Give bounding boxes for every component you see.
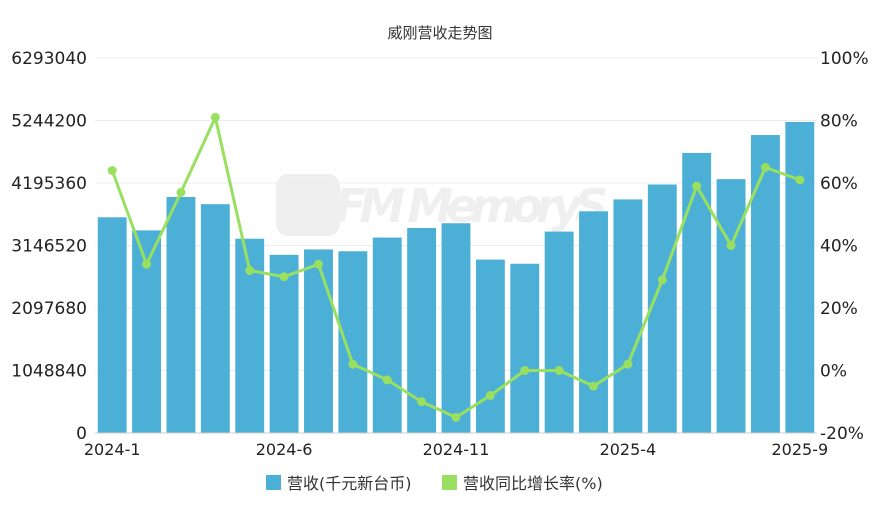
growth-point-2025-2 xyxy=(554,366,564,375)
y-left-tick-label: 1048840 xyxy=(11,362,87,382)
growth-point-2024-8 xyxy=(348,359,358,369)
growth-point-2024-9 xyxy=(382,375,392,385)
bar-2025-7 xyxy=(716,179,746,433)
growth-point-2024-11 xyxy=(451,412,461,422)
y-right-tick-label: 100% xyxy=(820,49,869,69)
growth-point-2025-6 xyxy=(692,181,702,191)
bar-2024-1 xyxy=(97,217,127,433)
growth-point-2024-4 xyxy=(210,112,220,122)
bar-2024-9 xyxy=(372,237,402,433)
growth-point-2024-12 xyxy=(485,391,495,400)
bar-2024-12 xyxy=(475,259,505,433)
growth-point-2025-1 xyxy=(520,366,530,375)
watermark-logo-box xyxy=(276,174,340,236)
y-right-tick-label: -20% xyxy=(820,424,864,444)
growth-point-2024-2 xyxy=(142,259,152,269)
growth-point-2024-6 xyxy=(279,272,289,282)
x-tick-label: 2024-6 xyxy=(256,440,313,459)
growth-point-2024-5 xyxy=(245,266,255,275)
y-right-tick-label: 40% xyxy=(820,237,858,257)
y-right-tick-label: 0% xyxy=(820,362,847,382)
y-left-tick-label: 0 xyxy=(76,424,87,444)
growth-point-2025-9 xyxy=(795,175,805,185)
bar-2025-1 xyxy=(510,263,540,433)
y-right-tick-label: 80% xyxy=(820,112,858,132)
bar-2025-5 xyxy=(647,184,677,433)
bar-2024-3 xyxy=(166,197,196,433)
legend: 营收(千元新台币) 营收同比增长率(%) xyxy=(266,474,603,493)
growth-point-2025-5 xyxy=(657,275,667,285)
growth-point-2025-7 xyxy=(726,241,736,250)
x-tick-label: 2025-4 xyxy=(600,440,657,459)
bar-2024-8 xyxy=(338,251,368,433)
legend-item-growth[interactable]: 营收同比增长率(%) xyxy=(442,474,603,493)
bar-2024-7 xyxy=(304,249,333,433)
growth-point-2025-4 xyxy=(623,359,633,369)
legend-label-growth: 营收同比增长率(%) xyxy=(463,474,603,493)
x-tick-label: 2024-11 xyxy=(423,440,490,459)
bar-2025-2 xyxy=(544,231,574,433)
bar-2025-4 xyxy=(613,199,643,433)
bar-2025-6 xyxy=(682,152,712,433)
y-left-tick-label: 6293040 xyxy=(11,49,87,69)
growth-point-2024-1 xyxy=(107,166,117,175)
bar-2024-4 xyxy=(200,204,230,433)
bar-2024-6 xyxy=(269,254,299,433)
y-left-tick-label: 5244200 xyxy=(11,112,87,132)
growth-point-2024-7 xyxy=(313,259,323,269)
y-right-tick-label: 60% xyxy=(820,174,858,194)
y-left-tick-label: 3146520 xyxy=(11,237,87,257)
line-series xyxy=(107,112,805,422)
growth-point-2025-3 xyxy=(589,381,599,391)
bar-2024-11 xyxy=(441,223,471,433)
chart-title: 威刚营收走势图 xyxy=(387,24,492,42)
growth-point-2025-8 xyxy=(760,162,770,172)
bar-2025-9 xyxy=(785,121,815,433)
y-left-tick-label: 4195360 xyxy=(11,174,87,194)
legend-swatch-growth xyxy=(442,475,457,490)
bar-2025-8 xyxy=(750,135,780,433)
y-right-tick-label: 20% xyxy=(820,299,858,319)
x-tick-label: 2024-1 xyxy=(84,440,141,459)
legend-item-revenue[interactable]: 营收(千元新台币) xyxy=(266,474,412,493)
bar-2025-3 xyxy=(579,211,608,433)
legend-label-revenue: 营收(千元新台币) xyxy=(287,474,412,493)
growth-point-2024-3 xyxy=(176,187,186,197)
growth-point-2024-10 xyxy=(417,397,427,407)
x-tick-label: 2025-9 xyxy=(771,440,828,459)
legend-swatch-revenue xyxy=(266,475,281,490)
bar-series xyxy=(97,121,815,433)
axes: 0 1048840 2097680 3146520 4195360 5244200 6293… xyxy=(11,49,868,459)
y-left-tick-label: 2097680 xyxy=(11,299,87,319)
